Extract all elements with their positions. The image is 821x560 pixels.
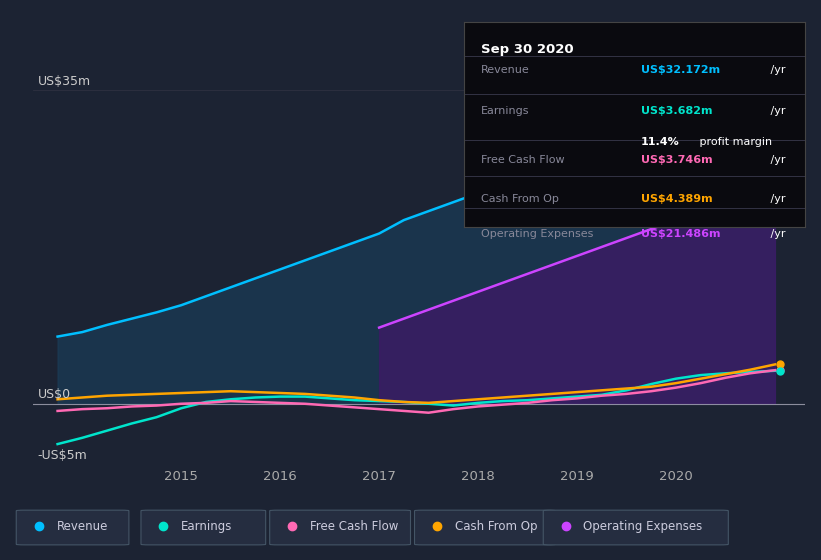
- Text: Earnings: Earnings: [181, 520, 232, 533]
- Text: -US$5m: -US$5m: [38, 449, 88, 461]
- Text: Cash From Op: Cash From Op: [455, 520, 537, 533]
- Text: profit margin: profit margin: [695, 137, 772, 147]
- Text: Revenue: Revenue: [57, 520, 108, 533]
- Text: US$0: US$0: [38, 388, 71, 401]
- FancyBboxPatch shape: [544, 510, 728, 545]
- FancyBboxPatch shape: [269, 510, 410, 545]
- Text: /yr: /yr: [767, 155, 786, 165]
- Text: 11.4%: 11.4%: [641, 137, 680, 147]
- Text: /yr: /yr: [767, 106, 786, 116]
- FancyBboxPatch shape: [16, 510, 129, 545]
- FancyBboxPatch shape: [415, 510, 555, 545]
- Text: US$32.172m: US$32.172m: [641, 66, 720, 76]
- Text: /yr: /yr: [767, 66, 786, 76]
- Text: US$35m: US$35m: [38, 76, 91, 88]
- FancyBboxPatch shape: [141, 510, 266, 545]
- Text: Free Cash Flow: Free Cash Flow: [481, 155, 565, 165]
- Text: US$3.682m: US$3.682m: [641, 106, 713, 116]
- Text: Sep 30 2020: Sep 30 2020: [481, 43, 574, 56]
- Text: Operating Expenses: Operating Expenses: [584, 520, 703, 533]
- Text: Revenue: Revenue: [481, 66, 530, 76]
- Text: US$4.389m: US$4.389m: [641, 194, 713, 204]
- Text: Earnings: Earnings: [481, 106, 530, 116]
- Text: /yr: /yr: [767, 194, 786, 204]
- Text: Operating Expenses: Operating Expenses: [481, 229, 594, 239]
- Text: Cash From Op: Cash From Op: [481, 194, 559, 204]
- Text: /yr: /yr: [767, 229, 786, 239]
- Text: Free Cash Flow: Free Cash Flow: [310, 520, 398, 533]
- Text: US$3.746m: US$3.746m: [641, 155, 713, 165]
- Text: US$21.486m: US$21.486m: [641, 229, 721, 239]
